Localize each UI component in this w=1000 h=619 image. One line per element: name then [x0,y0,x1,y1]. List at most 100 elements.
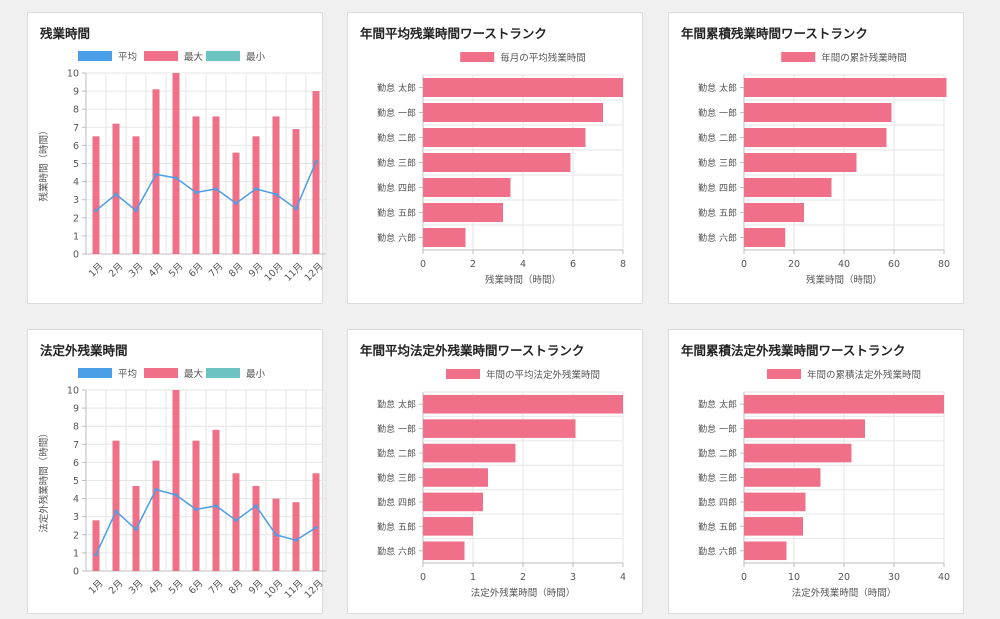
bar-max-12月 [312,473,320,571]
chart-title: 法定外残業時間 [40,343,128,358]
y-category-label: 勤怠 一郎 [698,107,737,119]
panel-legal-overtime: 法定外残業時間 平均 最大 最小 0 1 2 3 4 5 6 7 8 9 10 法定外残業時間（時間） 1月 2… [27,329,327,614]
y-category-label: 勤怠 五郎 [698,521,737,533]
legend-swatch-0 [446,369,480,379]
x-tick-label: 8月 [227,578,246,597]
point-avg-9月 [254,187,258,191]
legend-label-0: 年間の累積法定外残業時間 [807,369,921,381]
x-tick-label: 1 [470,572,476,583]
x-axis-label: 残業時間（時間） [485,274,561,286]
panel-legal-avg-rank: 年間平均法定外残業時間ワーストランク 年間の平均法定外残業時間 0 1 2 3 4 勤怠 太… [347,329,643,614]
y-tick-label: 10 [67,386,79,397]
y-tick-label: 4 [73,177,79,188]
x-tick-label: 40 [838,259,850,270]
legend-label-0: 平均 [118,51,137,63]
panel-avg-rank: 年間平均残業時間ワーストランク 毎月の平均残業時間 0 2 4 6 8 勤怠 太郎 勤怠 一郎… [347,12,643,304]
bar-max-3月 [132,136,140,254]
x-tick-label: 7月 [207,261,226,280]
bar-勤怠 三郎 [423,153,571,172]
x-tick-label: 0 [741,259,747,270]
bar-max-5月 [172,390,180,571]
y-tick-label: 2 [73,530,79,541]
line-avg [95,488,317,556]
x-tick-label: 6 [570,259,576,270]
point-avg-4月 [154,487,158,492]
bar-勤怠 三郎 [423,468,488,487]
bar-勤怠 太郎 [744,78,947,97]
bar-max-6月 [192,440,200,571]
y-category-label: 勤怠 二郎 [698,132,737,144]
bar-勤怠 六郎 [423,541,465,561]
y-category-label: 勤怠 五郎 [698,207,737,219]
y-category-label: 勤怠 一郎 [698,423,737,435]
legend-swatch-0 [78,368,112,378]
point-avg-3月 [134,208,138,213]
x-tick-label: 4 [620,572,626,583]
x-tick-label: 0 [420,259,426,270]
y-tick-label: 1 [73,231,79,242]
legal-overtime-chart: 平均 最大 最小 0 1 2 3 4 5 6 7 8 9 10 法定外残業時間（時間） 1月 2月 3月 4月 5月 6… [38,368,327,601]
y-tick-label: 6 [73,458,79,469]
bar-max-10月 [272,116,280,254]
y-category-label: 勤怠 太郎 [377,399,416,411]
legend-swatch-0 [460,52,495,62]
point-avg-7月 [214,504,218,508]
y-category-label: 勤怠 一郎 [377,423,416,435]
bar-max-11月 [292,129,300,254]
bar-max-11月 [292,502,300,571]
bar-勤怠 二郎 [744,443,852,463]
y-category-label: 勤怠 二郎 [698,448,737,460]
bar-勤怠 四郎 [744,492,806,512]
x-tick-label: 0 [420,572,426,583]
y-tick-label: 2 [73,213,79,224]
point-avg-4月 [154,172,158,176]
line-avg [95,161,317,212]
point-avg-12月 [314,525,318,530]
bar-勤怠 四郎 [423,492,483,512]
panel-legal-total-rank: 年間累積法定外残業時間ワーストランク 年間の累積法定外残業時間 0 10 20 30 40… [668,329,964,614]
x-tick-label: 5月 [167,578,186,597]
point-avg-2月 [114,509,118,513]
x-tick-label: 4 [520,259,526,270]
bar-max-6月 [192,116,200,254]
bar-max-12月 [312,91,320,254]
point-avg-8月 [234,518,238,522]
legend-label-2: 最小 [246,369,266,380]
bar-勤怠 一郎 [423,103,603,122]
y-category-label: 勤怠 六郎 [698,545,737,557]
legend-label-1: 最大 [184,51,204,63]
bar-勤怠 二郎 [744,128,887,147]
x-tick-label: 80 [938,259,950,270]
y-tick-label: 9 [73,404,79,415]
y-category-label: 勤怠 二郎 [377,132,416,144]
x-tick-label: 0 [741,572,747,583]
y-category-label: 勤怠 四郎 [377,496,416,508]
y-category-label: 勤怠 四郎 [698,496,737,508]
x-tick-label: 11月 [283,578,306,601]
y-category-label: 勤怠 三郎 [377,472,416,484]
legend-swatch-2 [206,51,240,61]
y-tick-label: 0 [73,250,79,261]
chart-title: 年間平均法定外残業時間ワーストランク [360,343,585,358]
x-tick-label: 40 [938,572,950,583]
x-tick-label: 20 [838,572,850,583]
y-axis-label: 残業時間（時間） [38,125,50,201]
point-avg-12月 [314,160,318,164]
legend-label-0: 年間の平均法定外残業時間 [486,369,600,381]
x-tick-label: 12月 [303,578,326,601]
point-avg-10月 [274,533,278,537]
x-tick-label: 2月 [107,261,126,280]
point-avg-10月 [274,192,278,196]
x-tick-label: 4月 [147,578,166,597]
bar-勤怠 六郎 [744,228,786,247]
x-tick-label: 2 [520,572,526,583]
bar-max-5月 [172,73,180,254]
bar-勤怠 五郎 [423,517,473,536]
y-tick-label: 0 [73,567,79,578]
point-avg-1月 [94,553,98,557]
y-tick-label: 3 [73,195,79,206]
point-avg-6月 [194,507,198,512]
x-tick-label: 6月 [187,261,206,280]
